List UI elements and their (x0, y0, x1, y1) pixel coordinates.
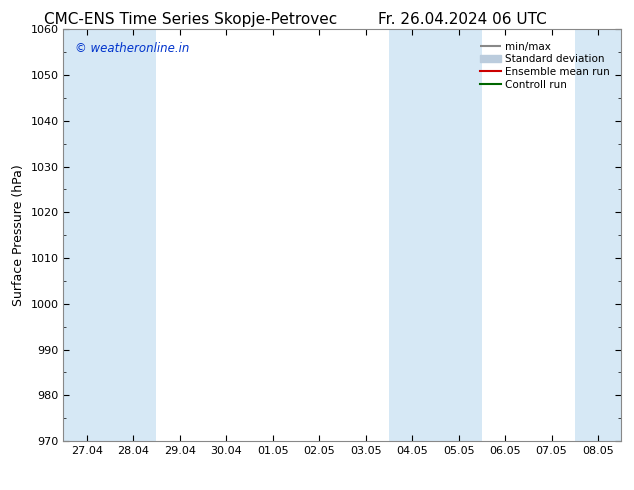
Bar (110, 29, 157, 441)
Bar (63, 29, 110, 441)
Legend: min/max, Standard deviation, Ensemble mean run, Controll run: min/max, Standard deviation, Ensemble me… (477, 39, 613, 93)
Text: © weatheronline.in: © weatheronline.in (75, 42, 189, 55)
Text: Fr. 26.04.2024 06 UTC: Fr. 26.04.2024 06 UTC (378, 12, 547, 27)
Text: CMC-ENS Time Series Skopje-Petrovec: CMC-ENS Time Series Skopje-Petrovec (44, 12, 337, 27)
Bar (389, 29, 436, 441)
Y-axis label: Surface Pressure (hPa): Surface Pressure (hPa) (12, 164, 25, 306)
Bar (436, 29, 482, 441)
Bar (575, 29, 621, 441)
